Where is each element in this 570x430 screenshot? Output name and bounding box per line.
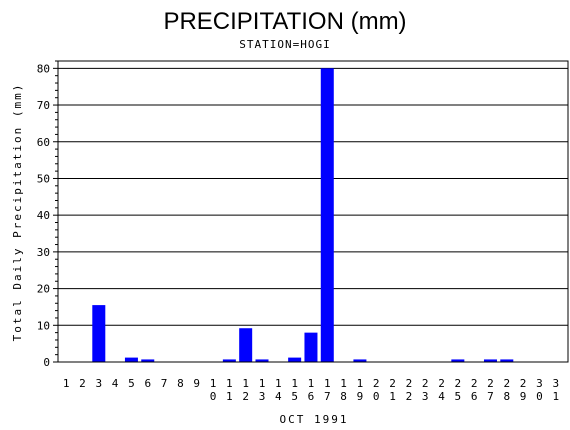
y-axis-label: Total Daily Precipitation (mm): [11, 83, 24, 342]
x-tick-label: 2: [79, 377, 86, 390]
bar-day-12: [239, 328, 253, 362]
x-axis-label: OCT 1991: [280, 413, 349, 426]
y-tick-label: 80: [37, 62, 50, 75]
x-tick-label: 5: [128, 377, 135, 390]
plot-frame: [57, 60, 569, 363]
y-tick-label: 50: [37, 172, 50, 185]
y-tick-label: 0: [43, 356, 50, 369]
bars: [92, 68, 514, 362]
bar-day-15: [288, 357, 302, 362]
x-tick-label: 4: [112, 377, 119, 390]
bar-day-13: [255, 359, 269, 362]
bar-day-25: [451, 359, 465, 362]
y-ticks: 0 10 20 30 40 50 60 70 80: [37, 60, 58, 369]
y-tick-label: 20: [37, 283, 50, 296]
y-tick-label: 60: [37, 136, 50, 149]
y-tick-label: 70: [37, 99, 50, 112]
x-tick-label: 6: [144, 377, 151, 390]
bar-day-3: [92, 305, 106, 362]
bar-day-19: [353, 359, 367, 362]
bar-day-11: [222, 359, 236, 362]
x-tick-label: 1: [63, 377, 70, 390]
x-tick-label: 9: [193, 377, 200, 390]
x-tick-label: 3: [95, 377, 102, 390]
chart-subtitle: STATION=HOGI: [239, 38, 330, 51]
bar-day-16: [304, 332, 318, 362]
bar-day-17: [320, 68, 334, 362]
x-tick-label: 7: [161, 377, 168, 390]
bar-day-27: [483, 359, 497, 362]
bar-day-6: [141, 359, 155, 362]
x-ticks: 1 2 3 4 5 6 7 8 9 1 01 11 21 31 41 51 61 71 81 92 02 12 22 32 42…: [63, 377, 559, 403]
y-tick-label: 10: [37, 319, 50, 332]
chart-title: PRECIPITATION (mm): [163, 8, 406, 35]
x-tick-label: 8: [177, 377, 184, 390]
y-tick-label: 40: [37, 209, 50, 222]
bar-day-28: [500, 359, 514, 362]
bar-day-5: [124, 357, 138, 362]
y-tick-label: 30: [37, 246, 50, 259]
gridlines: [58, 67, 568, 326]
